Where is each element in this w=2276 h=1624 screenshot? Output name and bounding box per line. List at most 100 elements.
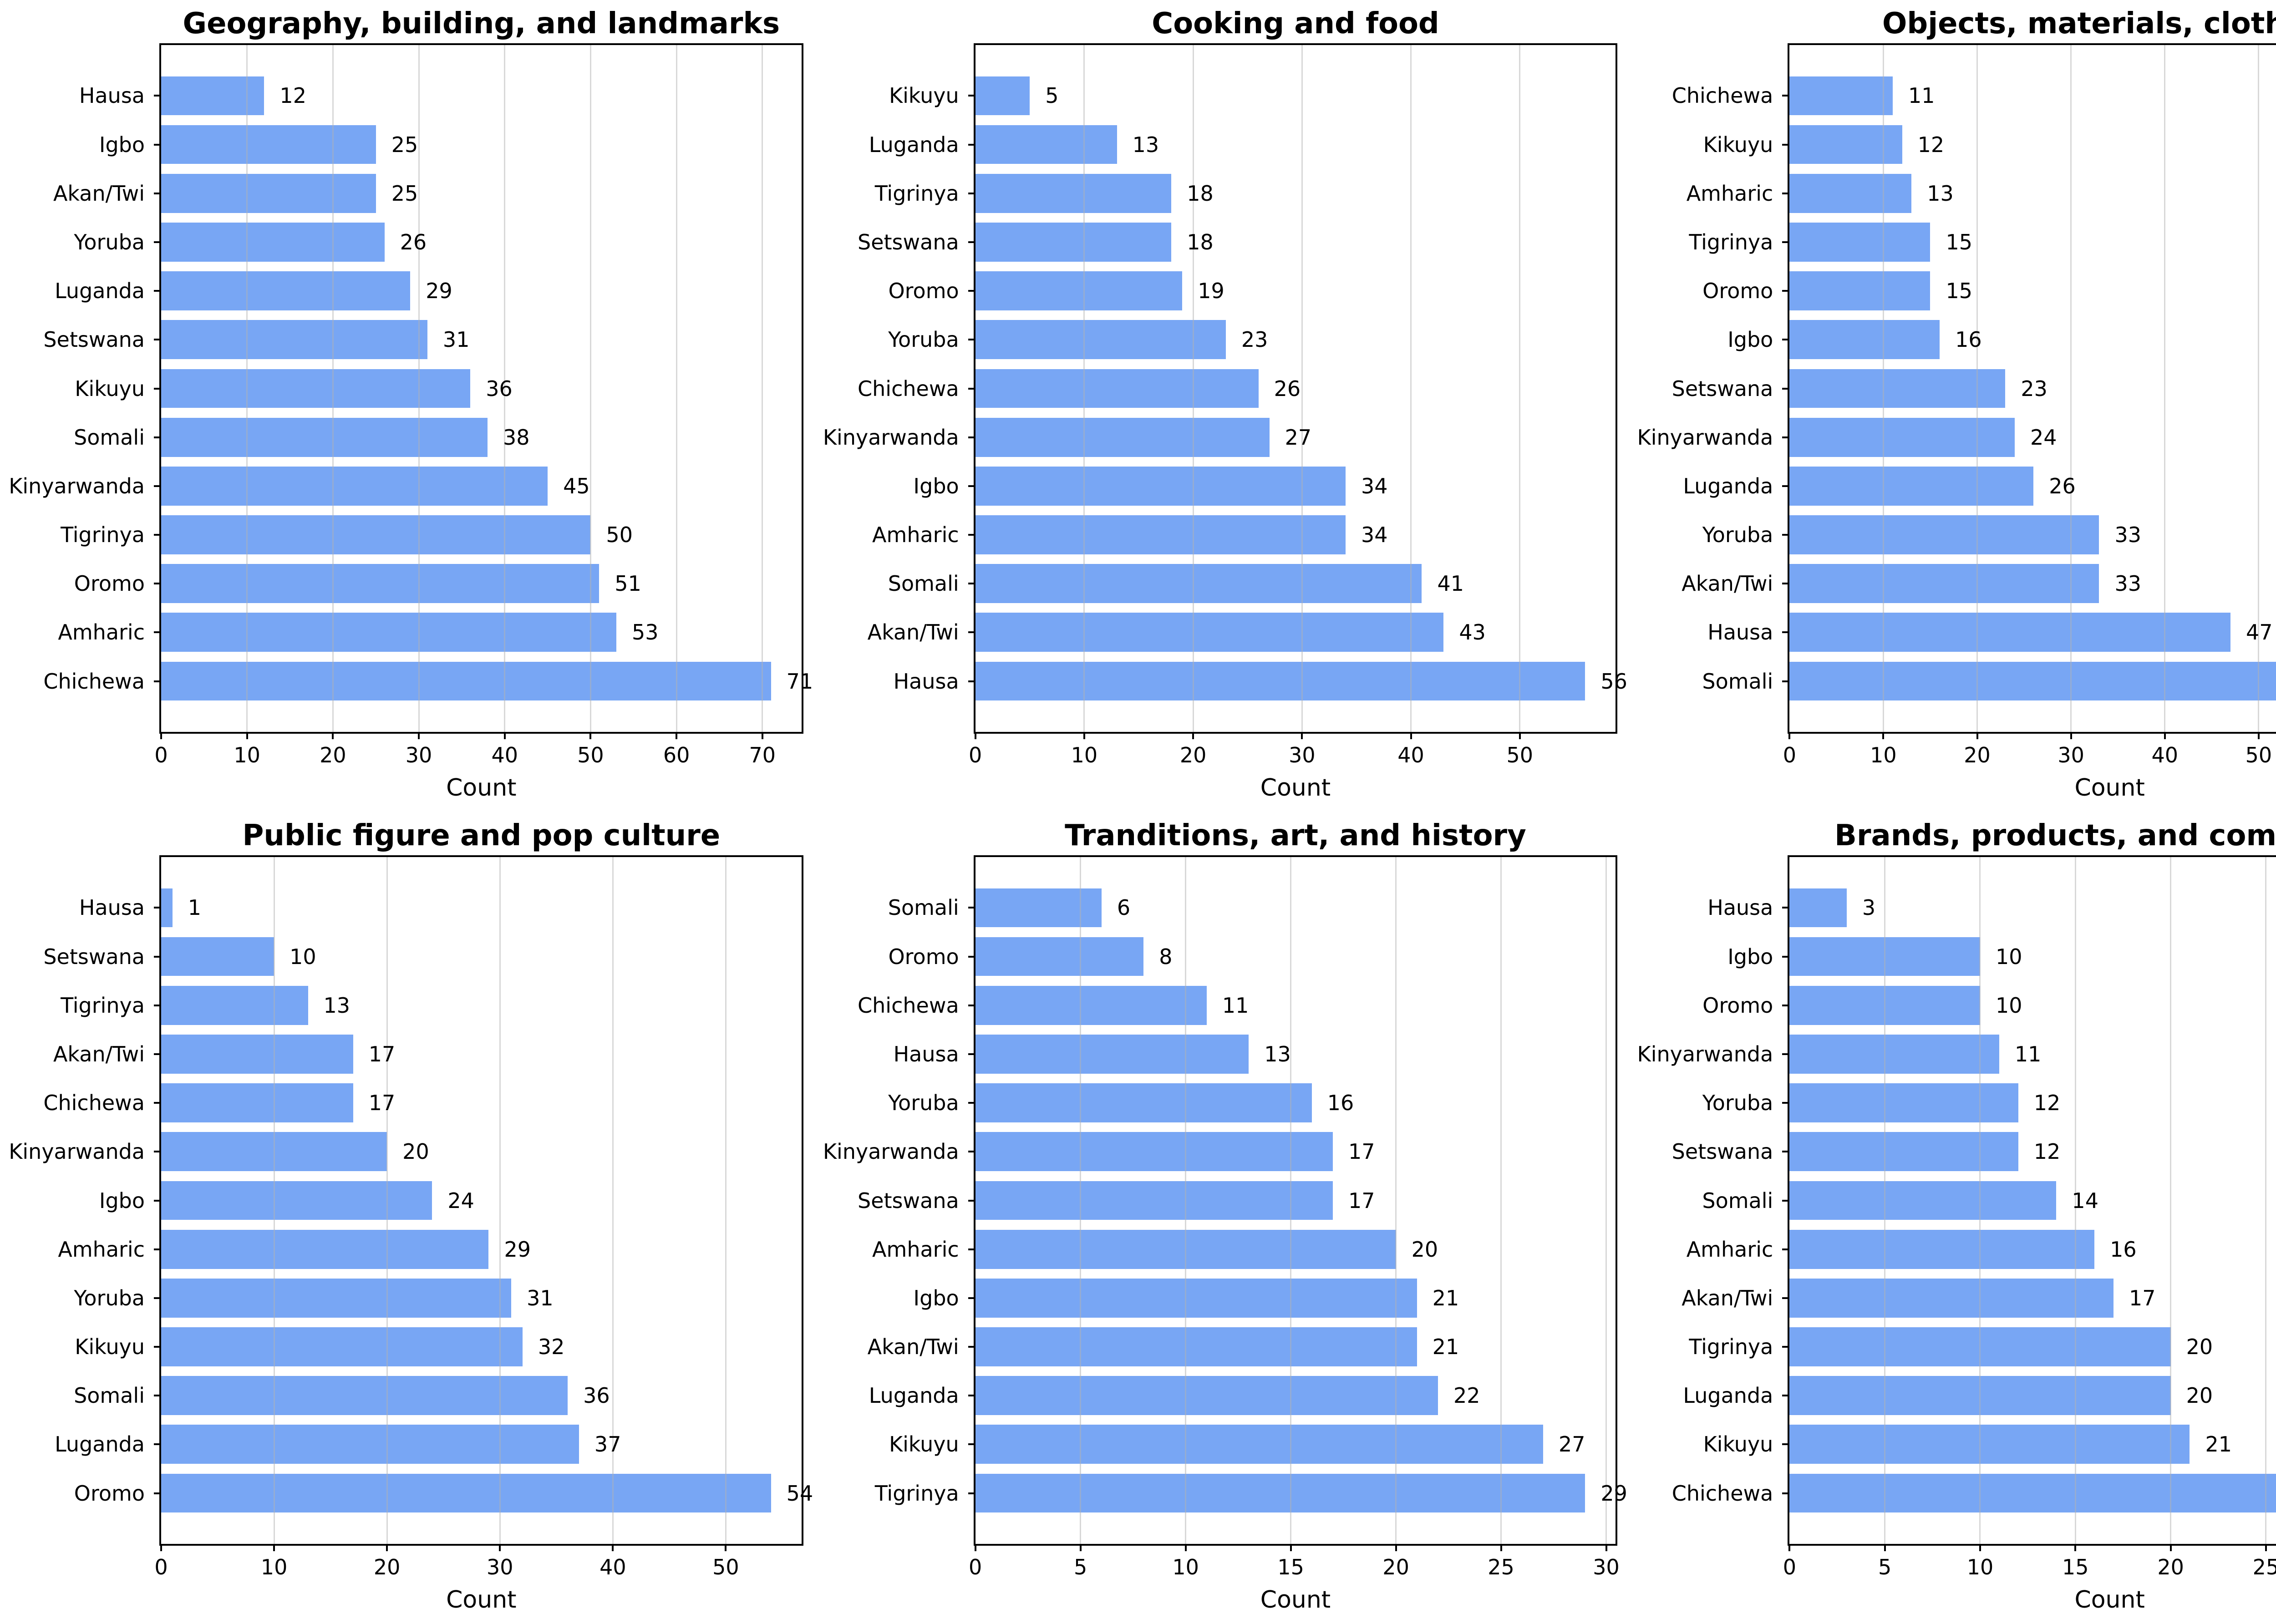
chart-title: Cooking and food: [1152, 7, 1439, 41]
y-tick-label: Igbo: [1727, 327, 1773, 352]
x-tick-mark: [1500, 1544, 1502, 1551]
value-label: 21: [2205, 1432, 2232, 1457]
x-gridline: [504, 45, 506, 732]
x-gridline: [589, 45, 591, 732]
y-tick-mark: [154, 631, 161, 634]
value-label: 54: [786, 1481, 813, 1506]
x-tick-label: 0: [1783, 1555, 1796, 1579]
x-tick-label: 10: [260, 1555, 288, 1579]
value-label: 20: [2186, 1335, 2213, 1360]
value-label: 38: [503, 425, 530, 450]
x-tick-label: 20: [1179, 743, 1207, 767]
value-label: 12: [2033, 1139, 2061, 1164]
x-tick-mark: [2164, 732, 2166, 739]
y-tick-mark: [1782, 1053, 1790, 1055]
plot-area: Geography, building, and landmarks Count…: [9, 8, 813, 801]
x-gridline: [332, 45, 334, 732]
y-tick-label: Akan/Twi: [1682, 571, 1773, 596]
x-tick-mark: [499, 1544, 501, 1551]
x-tick-label: 0: [1783, 743, 1796, 767]
y-tick-label: Somali: [888, 571, 959, 596]
y-tick-mark: [968, 143, 975, 146]
value-label: 12: [279, 83, 306, 108]
x-tick-label: 25: [1488, 1555, 1514, 1579]
x-gridline: [1410, 45, 1412, 732]
bar: [1789, 613, 2230, 652]
bar: [975, 320, 1226, 360]
bar: [975, 1376, 1438, 1416]
y-tick-mark: [968, 1297, 975, 1299]
x-gridline: [1882, 45, 1884, 732]
value-label: 23: [1241, 327, 1268, 352]
y-tick-label: Yoruba: [1702, 1091, 1773, 1116]
value-label: 15: [1946, 229, 1973, 254]
y-tick-label: Oromo: [1702, 279, 1773, 304]
y-tick-label: Kikuyu: [889, 1432, 959, 1457]
y-tick-label: Tigrinya: [61, 523, 145, 548]
x-tick-mark: [676, 732, 678, 739]
value-label: 32: [538, 1335, 565, 1360]
y-tick-mark: [154, 387, 161, 390]
y-tick-mark: [154, 1053, 161, 1055]
y-tick-label: Luganda: [1683, 473, 1773, 498]
value-label: 8: [1159, 944, 1173, 969]
bar: [975, 466, 1346, 506]
bar: [161, 320, 427, 360]
x-tick-label: 5: [1073, 1555, 1087, 1579]
y-tick-mark: [1782, 1297, 1790, 1299]
bar: [1789, 1181, 2057, 1220]
bar: [161, 1327, 523, 1366]
y-tick-mark: [1782, 631, 1790, 634]
bar: [975, 1035, 1249, 1074]
value-label: 11: [1222, 993, 1249, 1018]
value-label: 10: [1995, 993, 2022, 1018]
x-gridline: [1185, 857, 1187, 1544]
value-label: 37: [594, 1432, 621, 1457]
x-tick-label: 20: [1382, 1555, 1409, 1579]
y-tick-mark: [1782, 1492, 1790, 1494]
bar: [1789, 564, 2099, 604]
chart-title: Objects, materials, clothing: [1882, 7, 2276, 41]
y-tick-mark: [1782, 955, 1790, 958]
chart-panel-traditions: Tranditions, art, and history Count 0 5 10…: [814, 812, 1629, 1624]
value-label: 10: [290, 944, 316, 969]
y-tick-mark: [968, 1102, 975, 1104]
value-label: 29: [426, 279, 452, 304]
y-tick-label: Tigrinya: [1689, 1335, 1773, 1360]
y-tick-mark: [968, 583, 975, 585]
value-label: 51: [615, 571, 641, 596]
y-tick-mark: [968, 192, 975, 194]
y-tick-mark: [154, 1248, 161, 1250]
plot-area: Brands, products, and companies Count 0 5…: [1637, 820, 2276, 1613]
chart-panel-objects: Objects, materials, clothing Count 0 10 20…: [1628, 0, 2276, 812]
x-tick-mark: [2257, 732, 2260, 739]
x-tick-mark: [246, 732, 248, 739]
value-label: 27: [1558, 1432, 1585, 1457]
bar: [1789, 125, 1902, 164]
x-gridline: [1301, 45, 1303, 732]
chart-title: Brands, products, and companies: [1834, 819, 2276, 853]
bar: [975, 417, 1270, 457]
bar: [161, 173, 376, 213]
y-tick-label: Chichewa: [1671, 83, 1773, 108]
x-tick-label: 0: [154, 1555, 168, 1579]
bar: [161, 937, 274, 976]
value-label: 16: [1327, 1091, 1354, 1116]
x-gridline: [1290, 857, 1292, 1544]
bar: [975, 564, 1422, 604]
y-tick-mark: [968, 290, 975, 292]
y-tick-label: Kinyarwanda: [823, 1139, 959, 1164]
y-tick-mark: [154, 1102, 161, 1104]
x-axis-title: Count: [1260, 774, 1331, 802]
value-label: 1: [188, 895, 202, 920]
value-label: 24: [2030, 425, 2057, 450]
y-tick-mark: [968, 387, 975, 390]
y-tick-label: Kinyarwanda: [9, 1139, 145, 1164]
y-tick-mark: [1782, 534, 1790, 536]
x-tick-mark: [589, 732, 592, 739]
x-tick-mark: [1976, 732, 1978, 739]
x-gridline: [2170, 857, 2172, 1544]
bar: [161, 1035, 353, 1074]
value-label: 14: [2072, 1188, 2098, 1213]
